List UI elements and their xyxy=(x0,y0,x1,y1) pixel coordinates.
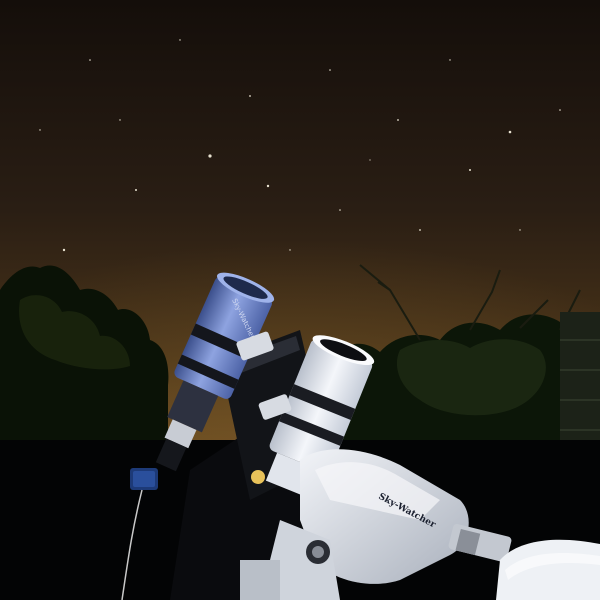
camera-cable xyxy=(121,489,143,600)
tube-clamps xyxy=(236,331,292,420)
left-tree-lit xyxy=(19,295,130,370)
stars xyxy=(39,39,561,252)
focuser-knob xyxy=(251,470,265,484)
counterweight-assembly xyxy=(448,523,600,600)
bare-branches xyxy=(359,264,581,341)
camera-body xyxy=(130,468,158,490)
blue-refractor-tube xyxy=(155,272,275,472)
right-bushes-lit xyxy=(396,339,546,416)
equatorial-mount-head xyxy=(300,449,469,584)
mount-lower-body xyxy=(240,520,340,600)
white-refractor-tube xyxy=(265,335,375,498)
